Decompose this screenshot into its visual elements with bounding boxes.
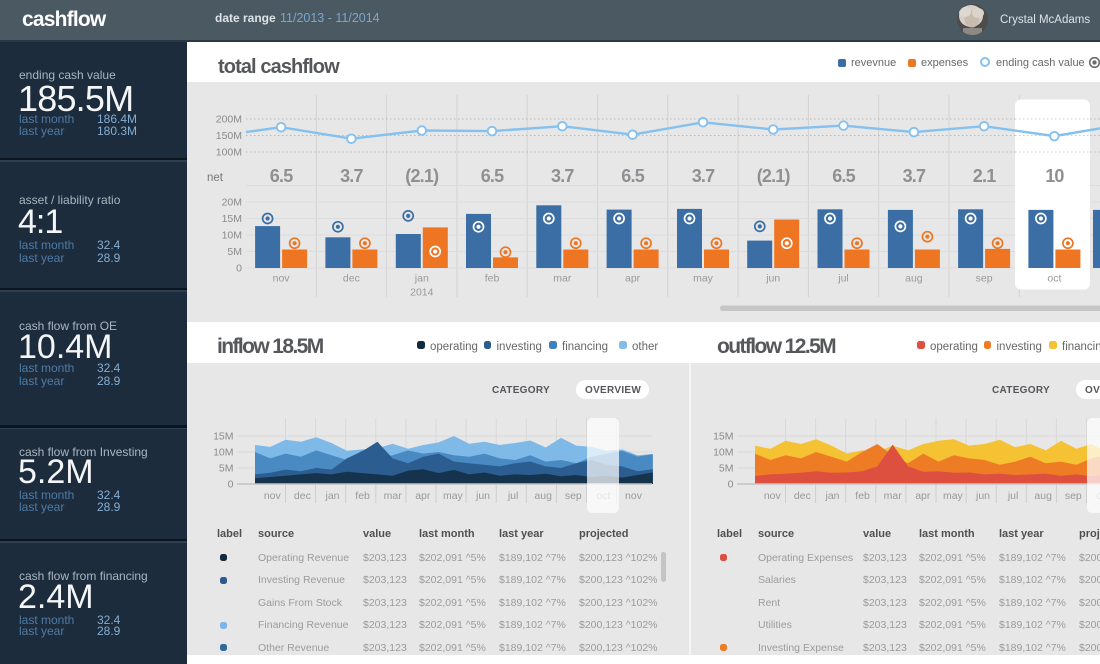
svg-text:nov: nov (264, 490, 282, 502)
svg-text:apr: apr (625, 273, 641, 285)
svg-text:jan: jan (324, 490, 339, 502)
svg-text:5M: 5M (227, 246, 242, 258)
svg-text:mar: mar (884, 490, 903, 502)
svg-text:3.7: 3.7 (692, 166, 715, 186)
svg-text:jan: jan (414, 273, 429, 285)
svg-text:10M: 10M (713, 447, 733, 459)
svg-text:jul: jul (837, 273, 849, 285)
svg-text:20M: 20M (222, 197, 242, 209)
svg-text:150M: 150M (216, 130, 242, 142)
svg-text:0: 0 (236, 263, 242, 275)
svg-text:nov: nov (625, 490, 643, 502)
svg-text:apr: apr (915, 490, 931, 502)
svg-text:feb: feb (355, 490, 370, 502)
svg-text:2014: 2014 (410, 287, 434, 299)
svg-text:dec: dec (294, 490, 311, 502)
svg-text:sep: sep (565, 490, 582, 502)
svg-text:sep: sep (1065, 490, 1082, 502)
svg-text:10M: 10M (213, 447, 233, 459)
svg-text:apr: apr (415, 490, 431, 502)
svg-text:5M: 5M (719, 463, 734, 475)
svg-text:mar: mar (553, 273, 572, 285)
svg-text:feb: feb (485, 273, 500, 285)
svg-text:nov: nov (273, 273, 291, 285)
svg-text:6.5: 6.5 (832, 166, 855, 186)
svg-text:dec: dec (343, 273, 360, 285)
svg-text:sep: sep (976, 273, 993, 285)
svg-text:(2.1): (2.1) (405, 166, 439, 186)
svg-text:6.5: 6.5 (270, 166, 293, 186)
svg-text:3.7: 3.7 (903, 166, 926, 186)
svg-text:0: 0 (228, 479, 234, 491)
svg-text:10M: 10M (222, 230, 242, 242)
svg-text:5M: 5M (219, 463, 234, 475)
svg-text:0: 0 (728, 479, 734, 491)
svg-text:aug: aug (1034, 490, 1052, 502)
svg-text:aug: aug (905, 273, 923, 285)
svg-text:100M: 100M (216, 147, 242, 159)
svg-text:may: may (693, 273, 714, 285)
svg-text:aug: aug (534, 490, 552, 502)
svg-text:mar: mar (384, 490, 403, 502)
svg-text:nov: nov (764, 490, 782, 502)
svg-text:jul: jul (507, 490, 519, 502)
svg-text:jul: jul (1007, 490, 1019, 502)
svg-text:net: net (207, 172, 224, 184)
svg-text:dec: dec (794, 490, 811, 502)
svg-text:feb: feb (855, 490, 870, 502)
svg-text:may: may (443, 490, 464, 502)
svg-text:15M: 15M (222, 213, 242, 225)
svg-text:oct: oct (1047, 273, 1061, 285)
svg-text:6.5: 6.5 (481, 166, 504, 186)
svg-text:jun: jun (975, 490, 990, 502)
svg-text:200M: 200M (216, 114, 242, 126)
svg-text:(2.1): (2.1) (757, 166, 791, 186)
svg-text:15M: 15M (213, 431, 233, 443)
svg-text:3.7: 3.7 (340, 166, 363, 186)
svg-text:15M: 15M (713, 431, 733, 443)
svg-text:2.1: 2.1 (973, 166, 996, 186)
svg-text:jan: jan (824, 490, 839, 502)
svg-text:jun: jun (475, 490, 490, 502)
svg-text:6.5: 6.5 (621, 166, 644, 186)
svg-text:may: may (943, 490, 964, 502)
svg-text:3.7: 3.7 (551, 166, 574, 186)
svg-text:10: 10 (1045, 166, 1064, 186)
svg-text:jun: jun (765, 273, 780, 285)
